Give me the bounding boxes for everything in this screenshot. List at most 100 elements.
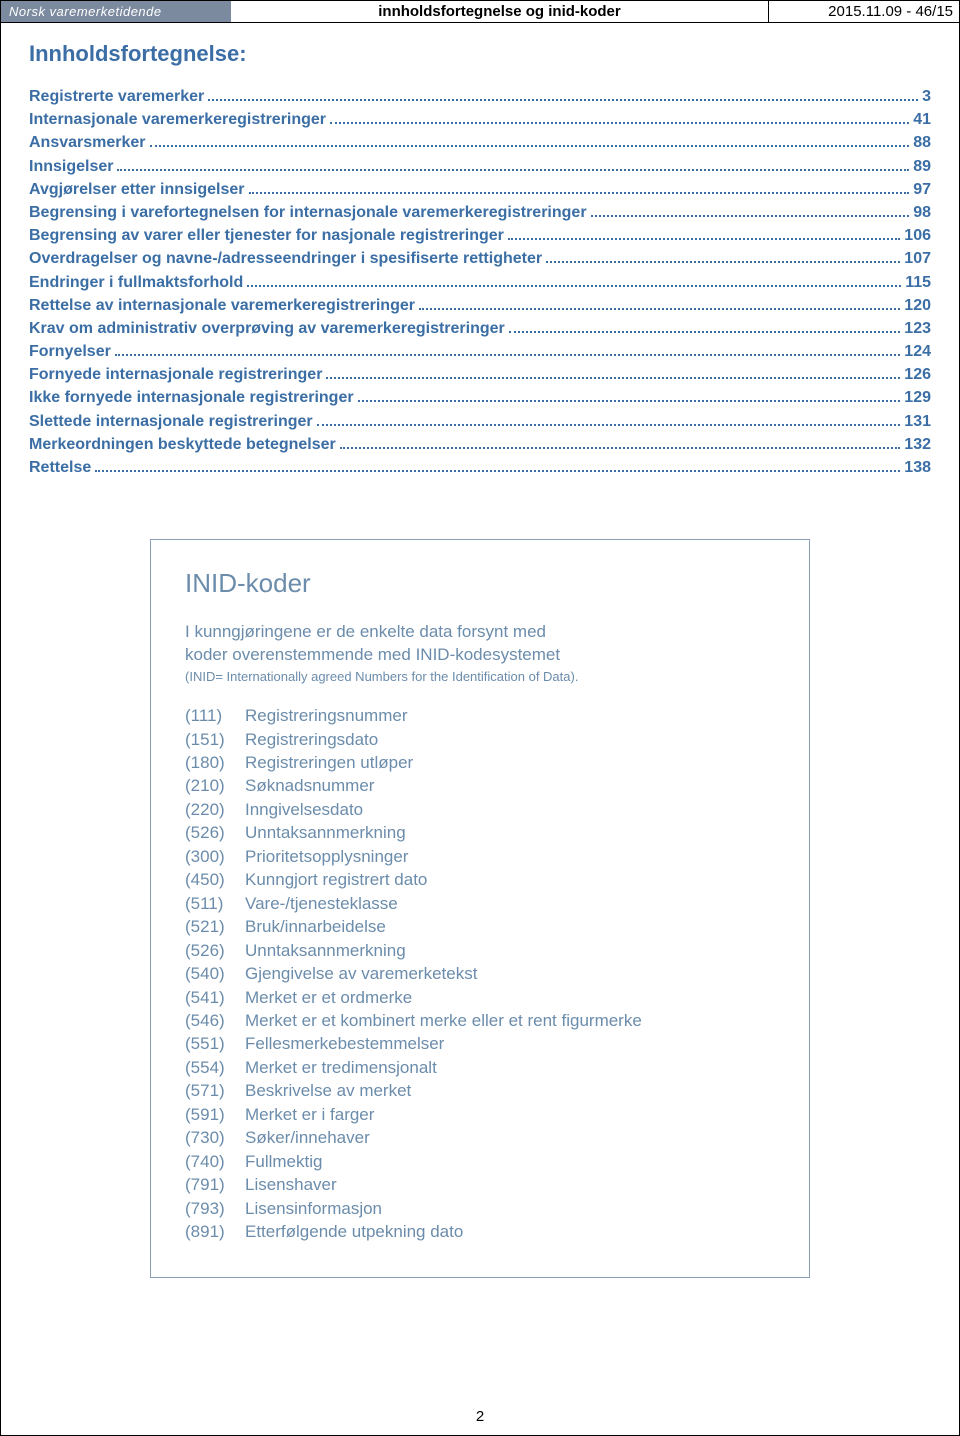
toc-dots [509, 322, 901, 333]
header-bar: Norsk varemerketidende innholdsfortegnel… [1, 1, 959, 23]
toc-item-page: 132 [904, 433, 931, 456]
toc-item[interactable]: Fornyelser124 [29, 340, 931, 363]
header-title: innholdsfortegnelse og inid-koder [231, 1, 769, 22]
inid-code: (740) [185, 1150, 245, 1173]
inid-code: (554) [185, 1056, 245, 1079]
toc-item[interactable]: Slettede internasjonale registreringer13… [29, 410, 931, 433]
inid-code: (180) [185, 751, 245, 774]
toc-item[interactable]: Krav om administrativ overprøving av var… [29, 317, 931, 340]
toc-item-label: Endringer i fullmaktsforhold [29, 271, 243, 294]
toc-item-page: 3 [922, 85, 931, 108]
inid-code-row: (220)Inngivelsesdato [185, 798, 775, 821]
inid-code-row: (151)Registreringsdato [185, 728, 775, 751]
toc-item-page: 106 [904, 224, 931, 247]
toc-item-page: 123 [904, 317, 931, 340]
toc-item[interactable]: Ansvarsmerker88 [29, 131, 931, 154]
toc-item-page: 124 [904, 340, 931, 363]
toc-item-label: Krav om administrativ overprøving av var… [29, 317, 505, 340]
inid-code-label: Registreringsdato [245, 728, 378, 751]
toc-item[interactable]: Innsigelser 89 [29, 155, 931, 178]
inid-box: INID-koder I kunngjøringene er de enkelt… [150, 539, 810, 1278]
inid-code: (546) [185, 1009, 245, 1032]
toc-item-page: 126 [904, 363, 931, 386]
inid-intro-line2: koder overenstemmende med INID-kodesyste… [185, 644, 775, 667]
inid-code-label: Bruk/innarbeidelse [245, 915, 386, 938]
inid-code-label: Registreringen utløper [245, 751, 413, 774]
toc-dots [95, 461, 900, 472]
inid-code-label: Merket er i farger [245, 1103, 374, 1126]
inid-code-label: Beskrivelse av merket [245, 1079, 411, 1102]
toc-item-label: Merkeordningen beskyttede betegnelser [29, 433, 336, 456]
inid-code-label: Kunngjort registrert dato [245, 868, 427, 891]
toc-item[interactable]: Begrensing av varer eller tjenester for … [29, 224, 931, 247]
inid-code: (151) [185, 728, 245, 751]
toc-item-page: 120 [904, 294, 931, 317]
toc-item-label: Internasjonale varemerkeregistreringer [29, 108, 326, 131]
toc-item-page: 41 [913, 108, 931, 131]
toc-item-page: 89 [913, 155, 931, 178]
inid-code: (526) [185, 821, 245, 844]
toc-item[interactable]: Ikke fornyede internasjonale registrerin… [29, 386, 931, 409]
toc-item-label: Rettelse av internasjonale varemerkeregi… [29, 294, 415, 317]
inid-code: (511) [185, 892, 245, 915]
toc-dots [358, 391, 901, 402]
inid-code-label: Gjengivelse av varemerketekst [245, 962, 477, 985]
toc-item-label: Rettelse [29, 456, 91, 479]
inid-code-label: Inngivelsesdato [245, 798, 363, 821]
toc-item-page: 115 [905, 271, 931, 294]
inid-code-label: Vare-/tjenesteklasse [245, 892, 398, 915]
toc-item-label: Fornyede internasjonale registreringer [29, 363, 322, 386]
inid-code-row: (730)Søker/innehaver [185, 1126, 775, 1149]
inid-code-row: (521)Bruk/innarbeidelse [185, 915, 775, 938]
toc-item[interactable]: Begrensing i varefortegnelsen for intern… [29, 201, 931, 224]
toc-dots [419, 299, 900, 310]
toc-item[interactable]: Avgjørelser etter innsigelser 97 [29, 178, 931, 201]
page-number: 2 [1, 1408, 959, 1425]
inid-code-row: (740)Fullmektig [185, 1150, 775, 1173]
toc-item-page: 98 [913, 201, 931, 224]
toc-title: Innholdsfortegnelse: [29, 41, 931, 67]
toc-item-page: 107 [904, 247, 931, 270]
toc-dots [317, 414, 901, 425]
toc-dots [591, 206, 910, 217]
toc-item[interactable]: Registrerte varemerker3 [29, 85, 931, 108]
header-date: 2015.11.09 - 46/15 [769, 1, 959, 22]
inid-intro-line1: I kunngjøringene er de enkelte data fors… [185, 621, 775, 644]
inid-code-row: (554)Merket er tredimensjonalt [185, 1056, 775, 1079]
inid-code-row: (591)Merket er i farger [185, 1103, 775, 1126]
toc-item[interactable]: Internasjonale varemerkeregistreringer 41 [29, 108, 931, 131]
toc-item[interactable]: Endringer i fullmaktsforhold 115 [29, 271, 931, 294]
inid-code-label: Fullmektig [245, 1150, 322, 1173]
content: Innholdsfortegnelse: Registrerte varemer… [1, 23, 959, 1288]
inid-code-row: (511)Vare-/tjenesteklasse [185, 892, 775, 915]
toc-item[interactable]: Fornyede internasjonale registreringer 12… [29, 363, 931, 386]
toc-item[interactable]: Merkeordningen beskyttede betegnelser 132 [29, 433, 931, 456]
toc-dots [117, 159, 909, 170]
toc-item-label: Innsigelser [29, 155, 113, 178]
toc-item-label: Overdragelser og navne-/adresseendringer… [29, 247, 542, 270]
toc-item[interactable]: Overdragelser og navne-/adresseendringer… [29, 247, 931, 270]
inid-code-row: (300)Prioritetsopplysninger [185, 845, 775, 868]
inid-code-row: (540)Gjengivelse av varemerketekst [185, 962, 775, 985]
inid-code: (891) [185, 1220, 245, 1243]
toc-item[interactable]: Rettelse av internasjonale varemerkeregi… [29, 294, 931, 317]
inid-code: (591) [185, 1103, 245, 1126]
inid-code-label: Søker/innehaver [245, 1126, 370, 1149]
toc-item-label: Ansvarsmerker [29, 131, 146, 154]
inid-code-label: Registreringsnummer [245, 704, 408, 727]
toc-dots [115, 345, 900, 356]
header-brand: Norsk varemerketidende [1, 1, 231, 22]
inid-code-row: (571)Beskrivelse av merket [185, 1079, 775, 1102]
inid-code: (541) [185, 986, 245, 1009]
inid-code: (450) [185, 868, 245, 891]
inid-code-row: (180)Registreringen utløper [185, 751, 775, 774]
inid-code-row: (891)Etterfølgende utpekning dato [185, 1220, 775, 1243]
toc-item[interactable]: Rettelse138 [29, 456, 931, 479]
inid-code-label: Merket er et ordmerke [245, 986, 412, 1009]
toc-item-page: 97 [913, 178, 931, 201]
toc-item-label: Avgjørelser etter innsigelser [29, 178, 245, 201]
inid-code: (111) [185, 704, 245, 727]
inid-code-label: Merket er tredimensjonalt [245, 1056, 437, 1079]
inid-code: (571) [185, 1079, 245, 1102]
inid-code: (791) [185, 1173, 245, 1196]
